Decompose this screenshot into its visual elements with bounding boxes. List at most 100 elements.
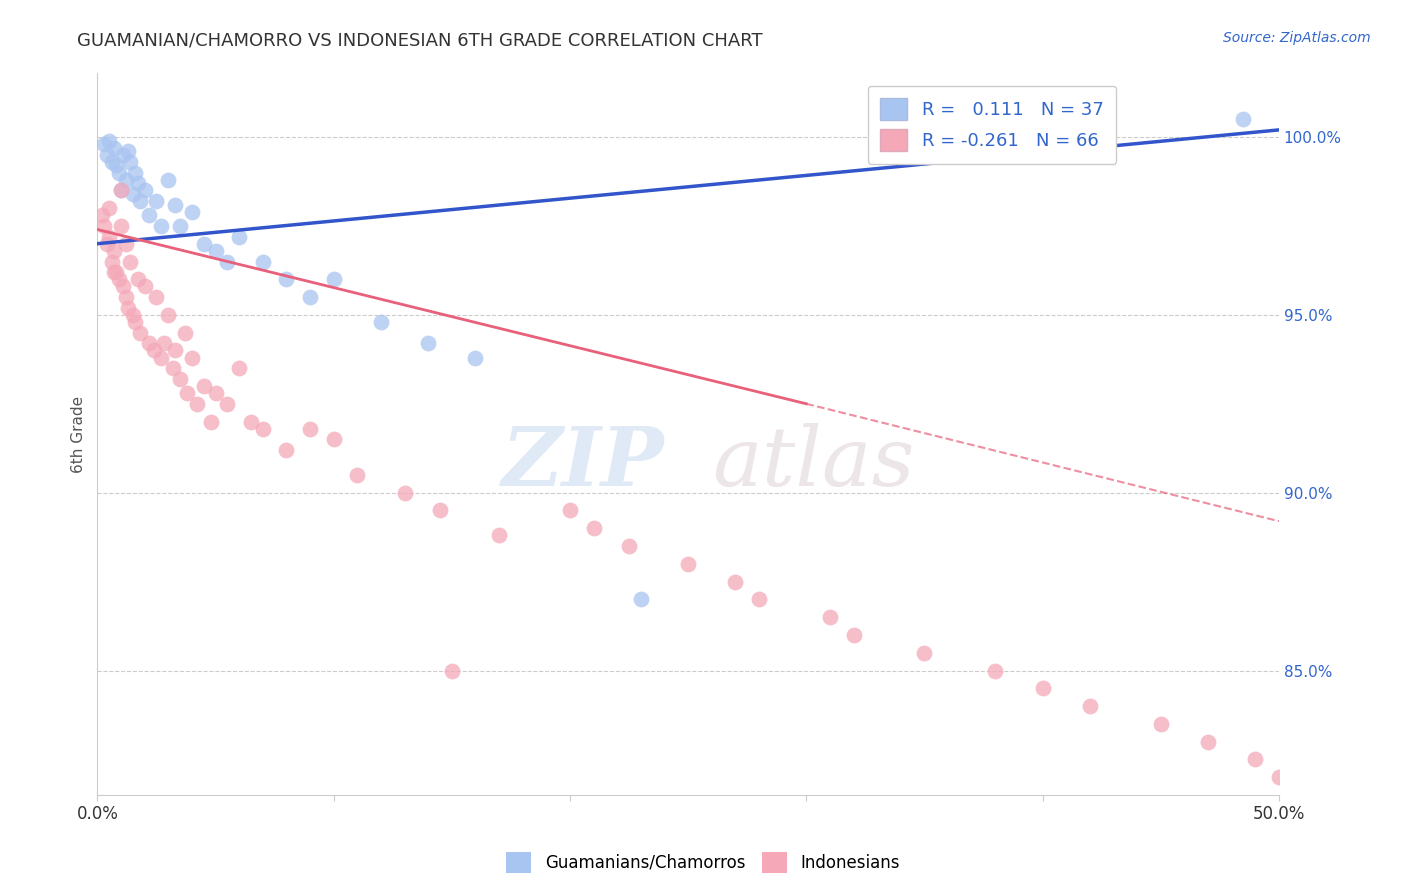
Point	[103, 265, 125, 279]
Point	[120, 254, 142, 268]
Point	[134, 183, 156, 197]
Point	[162, 361, 184, 376]
Point	[1197, 735, 1219, 749]
Point	[96, 148, 118, 162]
Point	[842, 628, 865, 642]
Y-axis label: 6th Grade: 6th Grade	[72, 395, 86, 473]
Point	[1268, 770, 1291, 784]
Point	[98, 201, 121, 215]
Point	[488, 528, 510, 542]
Point	[114, 290, 136, 304]
Legend: Guamanians/Chamorros, Indonesians: Guamanians/Chamorros, Indonesians	[499, 846, 907, 880]
Point	[176, 386, 198, 401]
Point	[1032, 681, 1054, 696]
Point	[110, 219, 132, 233]
Point	[150, 351, 173, 365]
Point	[121, 308, 143, 322]
Point	[105, 158, 128, 172]
Point	[145, 290, 167, 304]
Point	[110, 183, 132, 197]
Point	[124, 315, 146, 329]
Point	[630, 592, 652, 607]
Point	[91, 208, 114, 222]
Point	[112, 148, 135, 162]
Point	[114, 236, 136, 251]
Point	[299, 422, 322, 436]
Point	[93, 137, 115, 152]
Point	[112, 279, 135, 293]
Point	[193, 379, 215, 393]
Point	[252, 254, 274, 268]
Point	[217, 254, 239, 268]
Point	[217, 397, 239, 411]
Point	[180, 204, 202, 219]
Point	[322, 272, 344, 286]
Point	[322, 433, 344, 447]
Point	[145, 194, 167, 208]
Point	[98, 134, 121, 148]
Point	[200, 415, 222, 429]
Point	[724, 574, 747, 589]
Point	[276, 443, 298, 458]
Point	[1078, 699, 1101, 714]
Point	[103, 141, 125, 155]
Point	[107, 272, 129, 286]
Point	[676, 557, 699, 571]
Point	[984, 664, 1007, 678]
Point	[186, 397, 208, 411]
Point	[127, 176, 149, 190]
Point	[370, 315, 392, 329]
Point	[440, 664, 463, 678]
Point	[143, 343, 166, 358]
Point	[252, 422, 274, 436]
Point	[914, 646, 936, 660]
Point	[124, 165, 146, 179]
Point	[127, 272, 149, 286]
Point	[204, 244, 226, 258]
Point	[818, 610, 841, 624]
Point	[617, 539, 640, 553]
Point	[193, 236, 215, 251]
Legend: R =   0.111   N = 37, R = -0.261   N = 66: R = 0.111 N = 37, R = -0.261 N = 66	[868, 86, 1116, 164]
Point	[103, 244, 125, 258]
Point	[96, 236, 118, 251]
Point	[346, 467, 368, 482]
Point	[1150, 717, 1173, 731]
Point	[429, 503, 451, 517]
Point	[582, 521, 605, 535]
Point	[128, 326, 150, 340]
Point	[748, 592, 770, 607]
Point	[120, 155, 142, 169]
Point	[1244, 752, 1267, 766]
Point	[138, 336, 160, 351]
Point	[114, 172, 136, 186]
Point	[117, 301, 139, 315]
Point	[117, 145, 139, 159]
Point	[152, 336, 174, 351]
Point	[1232, 112, 1254, 127]
Point	[98, 229, 121, 244]
Point	[157, 308, 180, 322]
Point	[165, 343, 187, 358]
Point	[464, 351, 486, 365]
Point	[394, 485, 416, 500]
Point	[157, 172, 180, 186]
Point	[134, 279, 156, 293]
Point	[100, 254, 122, 268]
Point	[128, 194, 150, 208]
Point	[121, 186, 143, 201]
Point	[299, 290, 322, 304]
Point	[100, 155, 122, 169]
Point	[558, 503, 581, 517]
Text: atlas: atlas	[711, 423, 914, 503]
Point	[418, 336, 440, 351]
Point	[239, 415, 262, 429]
Point	[228, 361, 250, 376]
Point	[276, 272, 298, 286]
Point	[150, 219, 173, 233]
Point	[180, 351, 202, 365]
Point	[107, 165, 129, 179]
Point	[105, 265, 128, 279]
Text: ZIP: ZIP	[502, 423, 665, 503]
Point	[110, 183, 132, 197]
